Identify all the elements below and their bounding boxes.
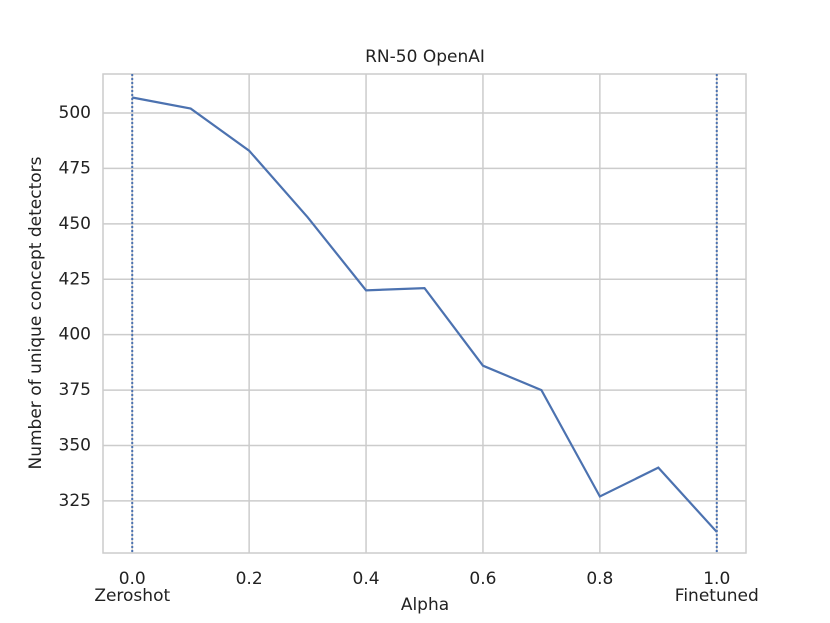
y-tick-label: 325 <box>59 491 91 511</box>
y-tick-label: 475 <box>59 158 91 178</box>
y-axis-label: Number of unique concept detectors <box>26 156 46 469</box>
y-tick-label: 425 <box>59 269 91 289</box>
plot-frame <box>102 73 747 554</box>
x-tick-label: 0.2 <box>236 569 263 589</box>
x-tick-label: 0.8 <box>586 569 613 589</box>
y-tick-label: 375 <box>59 380 91 400</box>
x-tick-label: 1.0 <box>703 569 730 589</box>
line-series <box>132 96 718 533</box>
y-tick-label: 450 <box>59 214 91 234</box>
x-axis-label: Alpha <box>401 595 449 615</box>
x-tick-label: 0.6 <box>469 569 496 589</box>
annotation: Zeroshot <box>94 586 170 606</box>
y-tick-label: 350 <box>59 435 91 455</box>
annotation: Finetuned <box>675 586 759 606</box>
x-tick-label: 0.4 <box>353 569 380 589</box>
y-tick-label: 500 <box>59 103 91 123</box>
y-tick-label: 400 <box>59 325 91 345</box>
x-tick-label: 0.0 <box>119 569 146 589</box>
chart-title: RN-50 OpenAI <box>365 47 485 67</box>
